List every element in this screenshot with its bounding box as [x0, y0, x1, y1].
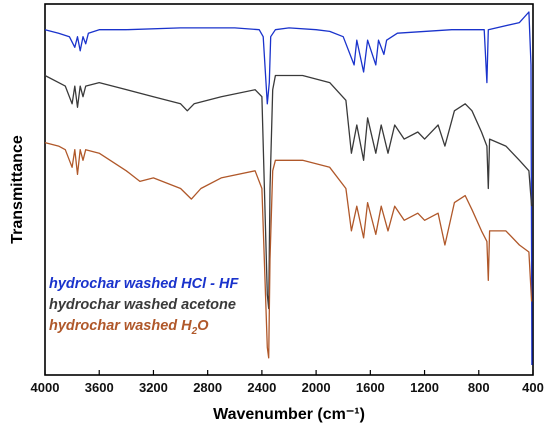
series-line-2 [44, 74, 533, 310]
legend: hydrochar washed HCl - HF hydrochar washe… [49, 276, 239, 337]
legend-text-part: hydrochar washed HCl - HF [49, 276, 239, 292]
x-tick-label: 3200 [139, 380, 168, 395]
x-tick-label: 400 [522, 380, 544, 395]
x-tick-label: 2800 [193, 380, 222, 395]
series-layer [44, 11, 533, 366]
x-tick-label: 2000 [302, 380, 331, 395]
x-tick-label: 1600 [356, 380, 385, 395]
plot-area [44, 3, 534, 376]
x-axis-title: Wavenumber (cm⁻¹) [213, 406, 365, 423]
x-tick-label: 800 [468, 380, 490, 395]
y-axis-title: Transmittance [9, 135, 26, 244]
x-tick-label: 2400 [247, 380, 276, 395]
legend-text-part: O [197, 318, 209, 334]
legend-entry-1: hydrochar washed HCl - HF [49, 276, 239, 292]
legend-entry-3: hydrochar washed H2O [49, 318, 209, 337]
series-line-3 [44, 141, 533, 359]
x-tick-label: 4000 [31, 380, 60, 395]
x-tick-label: 3600 [85, 380, 114, 395]
legend-text-part: hydrochar washed acetone [49, 297, 236, 313]
plot-border [44, 3, 534, 376]
series-line-1 [44, 11, 533, 366]
legend-entry-2: hydrochar washed acetone [49, 297, 236, 313]
legend-text-part: 2 [191, 326, 198, 337]
legend-text-part: hydrochar washed H [49, 318, 192, 334]
x-tick-label: 1200 [410, 380, 439, 395]
x-ticks: 4000 3600 3200 2800 2400 2000 1600 1200 800 400 [31, 370, 544, 395]
